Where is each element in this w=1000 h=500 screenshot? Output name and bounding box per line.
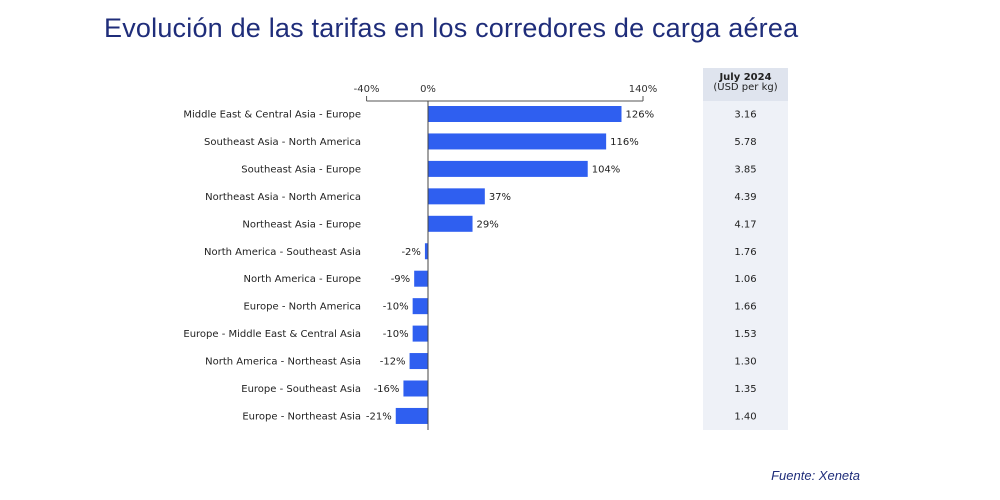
data-label: 104% [592,164,621,175]
data-label: -16% [374,384,400,395]
data-label: 37% [489,192,511,203]
table-value: 1.76 [734,247,756,258]
data-label: 116% [610,137,639,148]
x-tick-label: -40% [354,84,380,95]
table-value: 3.85 [734,164,756,175]
table-header: July 2024 [718,72,771,83]
bar [412,325,428,342]
x-tick-label: 0% [420,84,436,95]
table-header-bg [703,68,788,101]
data-label: -2% [401,247,420,258]
category-label: Northeast Asia - North America [205,192,361,203]
category-label: Europe - Northeast Asia [242,411,361,422]
data-label: -9% [391,274,410,285]
table-value: 1.06 [734,274,756,285]
category-label: North America - Europe [243,274,361,285]
category-label: Northeast Asia - Europe [242,219,361,230]
category-label: North America - Southeast Asia [204,247,361,258]
data-label: -21% [366,411,392,422]
x-tick-label: 140% [629,84,658,95]
table-value: 1.40 [734,411,756,422]
source-note: Fuente: Xeneta [771,468,860,483]
category-label: Europe - Middle East & Central Asia [183,329,361,340]
category-label: Europe - Southeast Asia [241,384,361,395]
table-value: 1.53 [734,329,756,340]
bar [414,270,428,287]
bar [409,353,428,370]
bar [424,243,428,260]
table-value: 4.17 [734,219,756,230]
table-value: 1.30 [734,357,756,368]
table-value: 5.78 [734,137,756,148]
table-body-bg [703,101,788,430]
category-label: Southeast Asia - North America [204,137,361,148]
bar [428,133,607,150]
bar [428,160,588,177]
data-label: -10% [383,302,409,313]
data-label: 126% [626,110,655,121]
page-title: Evolución de las tarifas en los corredor… [104,13,799,43]
category-label: Southeast Asia - Europe [241,164,361,175]
category-label: Europe - North America [243,302,361,313]
bar [412,298,428,315]
category-label: Middle East & Central Asia - Europe [183,110,361,121]
data-label: -10% [383,329,409,340]
table-value: 4.39 [734,192,756,203]
bar [428,106,622,122]
bar [428,188,485,205]
data-label: 29% [477,219,499,230]
bar [403,380,428,397]
bar [428,215,473,232]
table-value: 1.35 [734,384,756,395]
table-value: 1.66 [734,302,756,313]
table-value: 3.16 [734,110,756,121]
bar [395,407,428,424]
data-label: -12% [380,357,406,368]
table-subheader: (USD per kg) [713,82,777,93]
category-label: North America - Northeast Asia [205,357,361,368]
